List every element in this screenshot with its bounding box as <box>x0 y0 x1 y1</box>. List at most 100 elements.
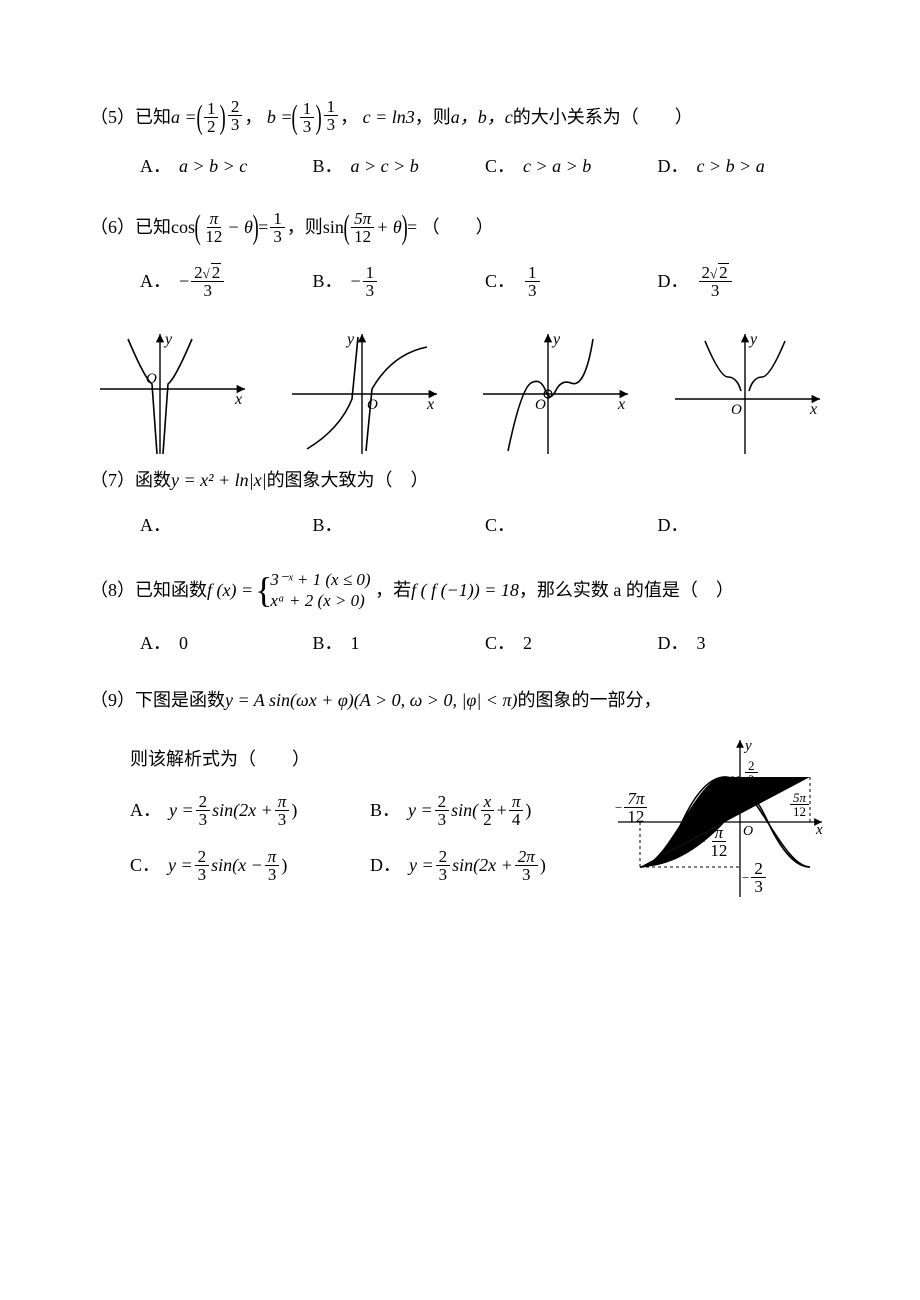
opt-label: C． <box>485 512 515 539</box>
exp-den: 3 <box>228 116 243 133</box>
opt-label: A． <box>140 512 171 539</box>
end: ) <box>540 852 546 879</box>
q6-text1: 已知 <box>135 214 171 241</box>
q6-eq1: = <box>258 214 268 241</box>
end: ) <box>281 852 287 879</box>
q9-body: 则该解析式为（ ） A． y = 23 sin(2x + π3 ) B． y =… <box>90 732 830 915</box>
frac-den: 3 <box>708 282 723 299</box>
q6-optD: D．2√23 <box>658 263 831 299</box>
frac-num: 1 <box>525 264 540 282</box>
q9-optB: B． y = 23 sin( x2 + π4 ) <box>370 793 610 828</box>
mid: sin(2x + <box>452 852 513 879</box>
q8-stem: （8） 已知函数 f (x) = { 3⁻ˣ + 1 (x ≤ 0) xᵃ + … <box>90 569 830 612</box>
q6-stem: （6） 已知 cos ( π12 − θ ) = 13 ，则 sin ( 5π1… <box>90 210 830 245</box>
origin: O <box>367 397 378 413</box>
graph-d-svg: y x O <box>665 329 830 459</box>
frac-num: 5π <box>351 210 374 228</box>
q9-left: 则该解析式为（ ） A． y = 23 sin(2x + π3 ) B． y =… <box>90 732 610 915</box>
neg: − <box>615 797 622 817</box>
q5-c-eq: c = ln3 <box>363 104 415 131</box>
frac-den: 3 <box>265 866 280 883</box>
neg-sign: − <box>351 268 361 295</box>
frac-den: 3 <box>300 118 315 135</box>
case2: xᵃ + 2 (x > 0) <box>270 590 370 611</box>
graph-d: y x O <box>665 329 830 459</box>
q6-optB: B．−13 <box>313 263 486 299</box>
q7-stem: （7） 函数 y = x² + ln|x| 的图象大致为（ ） <box>90 467 830 494</box>
q7-graphs: y x O y x O y x O y x <box>90 329 830 459</box>
frac-den: 3 <box>195 866 210 883</box>
opt-val: 2 <box>523 630 532 657</box>
opt-label: A． <box>130 797 161 824</box>
q9-graph: y x O 23 −23 −7π12 −π12 5π12 const data … <box>610 732 830 915</box>
frac-den: 2 <box>480 811 495 828</box>
q9-optD: D． y = 23 sin(2x + 2π3 ) <box>370 848 610 883</box>
arg: 2π3 <box>515 848 538 883</box>
q9-stem1: （9） 下图是函数 y = A sin(ωx + φ)(A > 0, ω > 0… <box>90 687 830 714</box>
q5-sep2: ， <box>340 104 358 131</box>
q9-row-cd: C． y = 23 sin(x − π3 ) D． y = 23 sin(2x … <box>130 848 610 883</box>
frac-den: 12 <box>790 805 809 818</box>
frac-den: 3 <box>275 811 290 828</box>
q5-text2: ，则 <box>415 104 451 131</box>
mid: sin( <box>451 797 478 824</box>
lparen: ( <box>196 106 202 130</box>
opt-label: D． <box>658 630 689 657</box>
frac-den: 3 <box>745 773 758 786</box>
q8-text3: ，那么实数 a 的值是（ ） <box>519 577 734 604</box>
q5-optA: A． a > b > c <box>140 153 313 180</box>
graph-a-svg: y x O <box>90 329 255 459</box>
q5-text3: 的大小关系为（ ） <box>513 104 693 131</box>
q5-exp1: 23 <box>226 98 245 133</box>
q8-options: A．0 B．1 C．2 D．3 <box>140 630 830 657</box>
exp-num: 1 <box>324 98 339 116</box>
xfrac: x2 <box>480 793 495 828</box>
frac-den: 3 <box>525 282 540 299</box>
frac-num: 2π <box>515 848 538 866</box>
frac-den: 4 <box>509 811 524 828</box>
frac-num: x <box>481 793 495 811</box>
frac-num: 2 <box>745 759 758 773</box>
problem-8: （8） 已知函数 f (x) = { 3⁻ˣ + 1 (x ≤ 0) xᵃ + … <box>90 569 830 657</box>
opt-val: 1 <box>351 630 360 657</box>
frac-den: 12 <box>624 808 647 825</box>
frac-num: π <box>712 824 727 842</box>
label-x: x <box>234 391 242 408</box>
frac-den: 3 <box>200 282 215 299</box>
opt-label: B． <box>313 268 343 295</box>
frac: 2√23 <box>191 263 224 299</box>
coef: 23 <box>196 793 211 828</box>
q6-plus-theta: + θ <box>376 214 402 241</box>
q7-optA: A． <box>140 512 313 539</box>
frac: 13 <box>363 264 378 299</box>
mid: sin(2x + <box>212 797 273 824</box>
origin: O <box>731 402 742 418</box>
rparen: ) <box>252 216 258 240</box>
frac-den: 2 <box>204 118 219 135</box>
frac-den: 12 <box>202 228 225 245</box>
q5-exp2: 13 <box>322 98 341 133</box>
q8-text2: ，若 <box>375 577 411 604</box>
q5-optC: C．c > a > b <box>485 153 658 180</box>
q6-options: A．−2√23 B．−13 C．13 D．2√23 <box>140 263 830 299</box>
opt-label: A． <box>140 153 171 180</box>
opt-val: a > b > c <box>179 153 247 180</box>
mid2: + <box>497 797 507 824</box>
frac-num: 1 <box>300 100 315 118</box>
opt-label: C． <box>485 153 515 180</box>
q8-fx: f (x) = <box>207 577 253 604</box>
frac-num: 2 <box>751 860 766 878</box>
label-y: y <box>743 738 752 754</box>
q6-arg1: π12 <box>202 210 225 245</box>
exp-num: 2 <box>228 98 243 116</box>
q5-frac1: 12 <box>204 100 219 135</box>
exp-den: 3 <box>324 116 339 133</box>
frac: 13 <box>525 264 540 299</box>
frac-den: 3 <box>751 878 766 895</box>
lparen: ( <box>292 106 298 130</box>
opt-label: B． <box>370 797 400 824</box>
q9-optA: A． y = 23 sin(2x + π3 ) <box>130 793 370 828</box>
q5-a-eq: a = <box>171 104 197 131</box>
frac-den: 3 <box>436 866 451 883</box>
q9-optC: C． y = 23 sin(x − π3 ) <box>130 848 370 883</box>
